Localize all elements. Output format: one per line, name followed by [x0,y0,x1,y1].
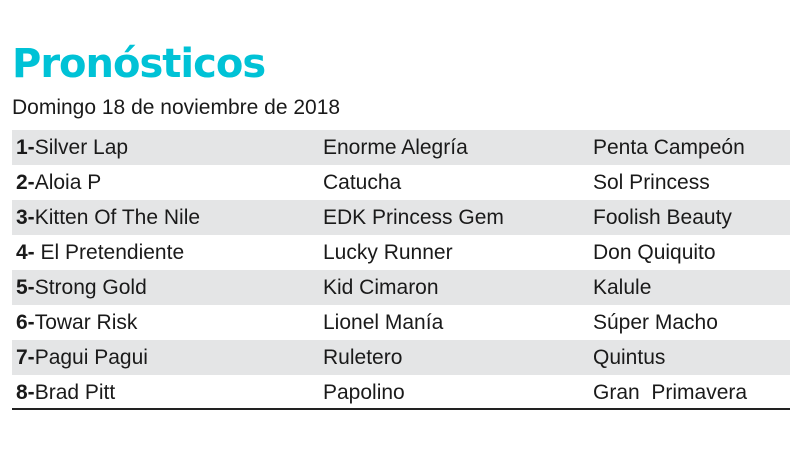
race-number: 6- [16,311,35,334]
table-row: 7-Pagui Pagui Ruletero Quintus [12,340,790,375]
horse-name: El Pretendiente [34,241,185,264]
race-5-first-pick: 5-Strong Gold [16,270,147,305]
race-1-second-pick: Enorme Alegría [323,136,468,159]
race-6-second-pick: Lionel Manía [323,311,444,334]
table-row: 6-Towar Risk Lionel Manía Súper Macho [12,305,790,340]
race-1-third-pick: Penta Campeón [593,136,745,159]
race-8-second-pick: Papolino [323,381,405,404]
table-row: 4- El Pretendiente Lucky Runner Don Quiq… [12,235,790,270]
race-4-second-pick: Lucky Runner [323,241,453,264]
horse-name: Aloia P [34,171,102,194]
horse-name: Pagui Pagui [34,346,148,369]
date-subtitle: Domingo 18 de noviembre de 2018 [12,96,341,119]
race-number: 3- [16,206,35,229]
forecast-table: 1-Silver Lap Enorme Alegría Penta Campeó… [12,130,790,410]
race-7-first-pick: 7-Pagui Pagui [16,340,148,375]
race-number: 1- [16,136,35,159]
race-number: 5- [16,276,35,299]
race-3-second-pick: EDK Princess Gem [323,206,504,229]
race-4-first-pick: 4- El Pretendiente [16,235,184,270]
race-3-first-pick: 3-Kitten Of The Nile [16,200,200,235]
race-2-third-pick: Sol Princess [593,171,710,194]
race-4-third-pick: Don Quiquito [593,241,716,264]
horse-name: Kitten Of The Nile [34,206,201,229]
race-8-third-pick: Gran Primavera [593,381,748,404]
page-title: Pronósticos [12,41,266,87]
table-row: 3-Kitten Of The Nile EDK Princess Gem Fo… [12,200,790,235]
table-row: 5-Strong Gold Kid Cimaron Kalule [12,270,790,305]
race-6-first-pick: 6-Towar Risk [16,305,137,340]
race-7-second-pick: Ruletero [323,346,403,369]
table-row: 8-Brad Pitt Papolino Gran Primavera [12,375,790,410]
race-number: 8- [16,381,35,404]
table-row: 2-Aloia P Catucha Sol Princess [12,165,790,200]
race-2-first-pick: 2-Aloia P [16,165,101,200]
race-8-first-pick: 8-Brad Pitt [16,375,115,410]
race-3-third-pick: Foolish Beauty [593,206,732,229]
race-2-second-pick: Catucha [323,171,402,194]
race-number: 2- [16,171,35,194]
horse-name: Brad Pitt [34,381,116,404]
race-5-third-pick: Kalule [593,276,652,299]
race-number: 7- [16,346,35,369]
horse-name: Silver Lap [34,136,129,159]
horse-name: Towar Risk [34,311,138,334]
race-number: 4- [16,241,35,264]
race-1-first-pick: 1-Silver Lap [16,130,128,165]
horse-name: Strong Gold [34,276,147,299]
table-bottom-rule [12,408,790,410]
race-5-second-pick: Kid Cimaron [323,276,439,299]
race-7-third-pick: Quintus [593,346,666,369]
race-6-third-pick: Súper Macho [593,311,718,334]
table-row: 1-Silver Lap Enorme Alegría Penta Campeó… [12,130,790,165]
